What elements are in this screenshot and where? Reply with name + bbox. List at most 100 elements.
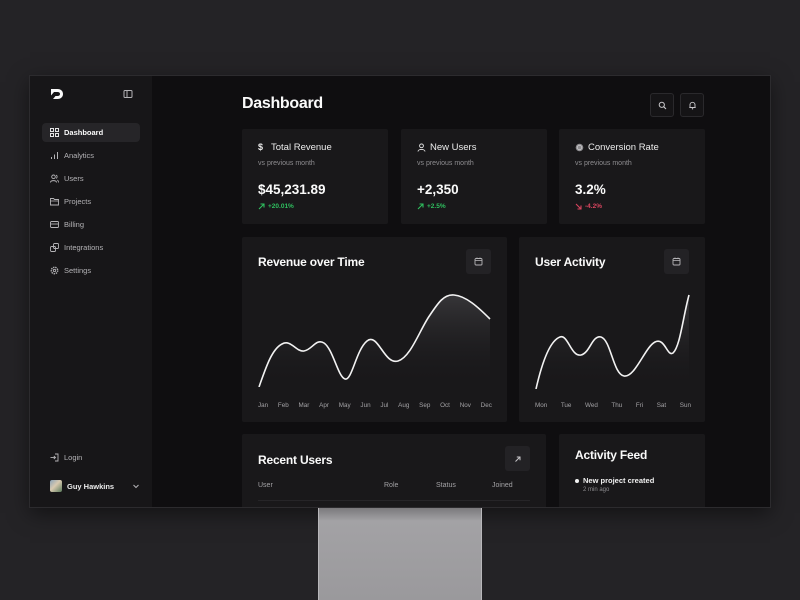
card-title: User Activity (535, 255, 606, 269)
x-tick: Thu (611, 402, 623, 409)
column-header-role[interactable]: Role (384, 482, 399, 489)
sidebar-item-analytics[interactable]: Analytics (42, 146, 140, 165)
notifications-button[interactable] (680, 93, 704, 117)
user-profile-menu[interactable]: Guy Hawkins (50, 480, 140, 492)
stat-title: Conversion Rate (588, 142, 659, 153)
sidebar-item-label: Settings (64, 266, 92, 275)
calendar-icon (672, 257, 681, 266)
column-header-user[interactable]: User (258, 482, 273, 489)
x-tick: Sat (656, 402, 667, 409)
sidebar-item-users[interactable]: Users (42, 169, 140, 188)
revenue-line-chart (258, 294, 491, 387)
bell-icon (688, 101, 696, 109)
activity-line-chart (535, 294, 690, 389)
x-tick: Jun (360, 402, 371, 409)
chevron-down-icon (133, 484, 139, 489)
sidebar-item-integrations[interactable]: Integrations (42, 238, 140, 257)
stat-delta: +20.01% (258, 203, 294, 210)
date-range-button[interactable] (664, 249, 689, 274)
x-axis-labels: Jan Feb Mar Apr May Jun Jul Aug Sep Oct … (258, 402, 492, 409)
calendar-icon (474, 257, 483, 266)
feed-item: New project created 2 min ago (575, 476, 654, 493)
stat-title: New Users (430, 142, 477, 153)
arrow-down-right-icon (575, 203, 582, 210)
credit-card-icon (50, 221, 59, 228)
feed-item-time: 2 min ago (583, 487, 610, 493)
x-tick: Mon (535, 402, 548, 409)
stat-title: Total Revenue (271, 142, 332, 153)
x-tick: Jan (258, 402, 269, 409)
x-tick: Oct (440, 402, 450, 409)
sidebar-item-settings[interactable]: Settings (42, 261, 140, 280)
sidebar-item-projects[interactable]: Projects (42, 192, 140, 211)
search-icon (658, 101, 666, 109)
x-tick: Tue (560, 402, 572, 409)
sidebar-item-label: Billing (64, 220, 85, 229)
x-tick: Wed (585, 402, 598, 409)
x-tick: May (338, 402, 351, 409)
stat-delta: -4.2% (575, 203, 602, 210)
gear-icon (50, 266, 59, 275)
stat-delta-value: +20.01% (268, 203, 294, 210)
sidebar-item-billing[interactable]: Billing (42, 215, 140, 234)
column-header-status[interactable]: Status (436, 482, 456, 489)
stat-delta: +2.5% (417, 203, 446, 210)
stat-value: $45,231.89 (258, 182, 326, 197)
column-header-joined[interactable]: Joined (492, 482, 513, 489)
bullet-icon (575, 479, 579, 483)
grid-icon (50, 128, 59, 137)
stat-delta-value: -4.2% (585, 203, 602, 210)
sidebar-item-label: Users (64, 174, 84, 183)
sidebar-toggle-icon[interactable] (123, 89, 133, 99)
stat-subtitle: vs previous month (575, 160, 632, 167)
stat-delta-value: +2.5% (427, 203, 446, 210)
sidebar-item-label: Dashboard (64, 128, 104, 137)
sidebar-item-label: Analytics (64, 151, 95, 160)
date-range-button[interactable] (466, 249, 491, 274)
x-tick: Sun (679, 402, 691, 409)
sidebar: Dashboard Analytics Users Projects Billi… (30, 76, 152, 507)
x-tick: Nov (459, 402, 471, 409)
target-icon (575, 143, 584, 152)
login-label: Login (64, 453, 83, 462)
search-button[interactable] (650, 93, 674, 117)
x-tick: Feb (277, 402, 289, 409)
table-divider (258, 500, 530, 501)
view-all-users-button[interactable] (505, 446, 530, 471)
x-tick: Aug (398, 402, 410, 409)
feed-item-text: New project created (583, 476, 655, 485)
stat-value: +2,350 (417, 182, 459, 197)
users-icon (50, 174, 59, 183)
puzzle-icon (50, 243, 59, 252)
user-activity-card: User Activity Mon Tue Wed Thu Fr (519, 237, 705, 422)
x-tick: Apr (319, 402, 329, 409)
card-title: Revenue over Time (258, 255, 365, 269)
monitor-stand (318, 508, 482, 600)
login-link[interactable]: Login (50, 453, 82, 462)
revenue-chart-card: Revenue over Time Jan Feb Mar Apr (242, 237, 507, 422)
activity-feed-card: Activity Feed New project created 2 min … (559, 434, 705, 507)
arrow-up-right-icon (514, 456, 520, 462)
stat-card-conversion-rate: Conversion Rate vs previous month 3.2% -… (559, 129, 705, 224)
user-name: Guy Hawkins (67, 481, 115, 491)
main-content: Dashboard $ Total Revenue vs previous mo… (152, 76, 770, 507)
stat-card-total-revenue: $ Total Revenue vs previous month $45,23… (242, 129, 388, 224)
dollar-icon: $ (258, 142, 264, 152)
monitor-screen: Dashboard Analytics Users Projects Billi… (30, 76, 770, 507)
x-axis-labels: Mon Tue Wed Thu Fri Sat Sun (535, 402, 691, 409)
x-tick: Fri (635, 402, 644, 409)
stat-value: 3.2% (575, 182, 606, 197)
sidebar-nav: Dashboard Analytics Users Projects Billi… (42, 123, 140, 284)
login-icon (50, 453, 59, 462)
bar-chart-icon (51, 152, 58, 159)
x-tick: Sep (419, 402, 431, 409)
folder-icon (50, 198, 59, 206)
stat-subtitle: vs previous month (417, 160, 474, 167)
x-tick: Dec (480, 402, 492, 409)
user-icon (417, 143, 426, 152)
sidebar-item-dashboard[interactable]: Dashboard (42, 123, 140, 142)
arrow-up-right-icon (258, 203, 265, 210)
app-logo-icon (51, 89, 63, 99)
card-title: Recent Users (258, 453, 333, 467)
sidebar-item-label: Integrations (64, 243, 104, 252)
